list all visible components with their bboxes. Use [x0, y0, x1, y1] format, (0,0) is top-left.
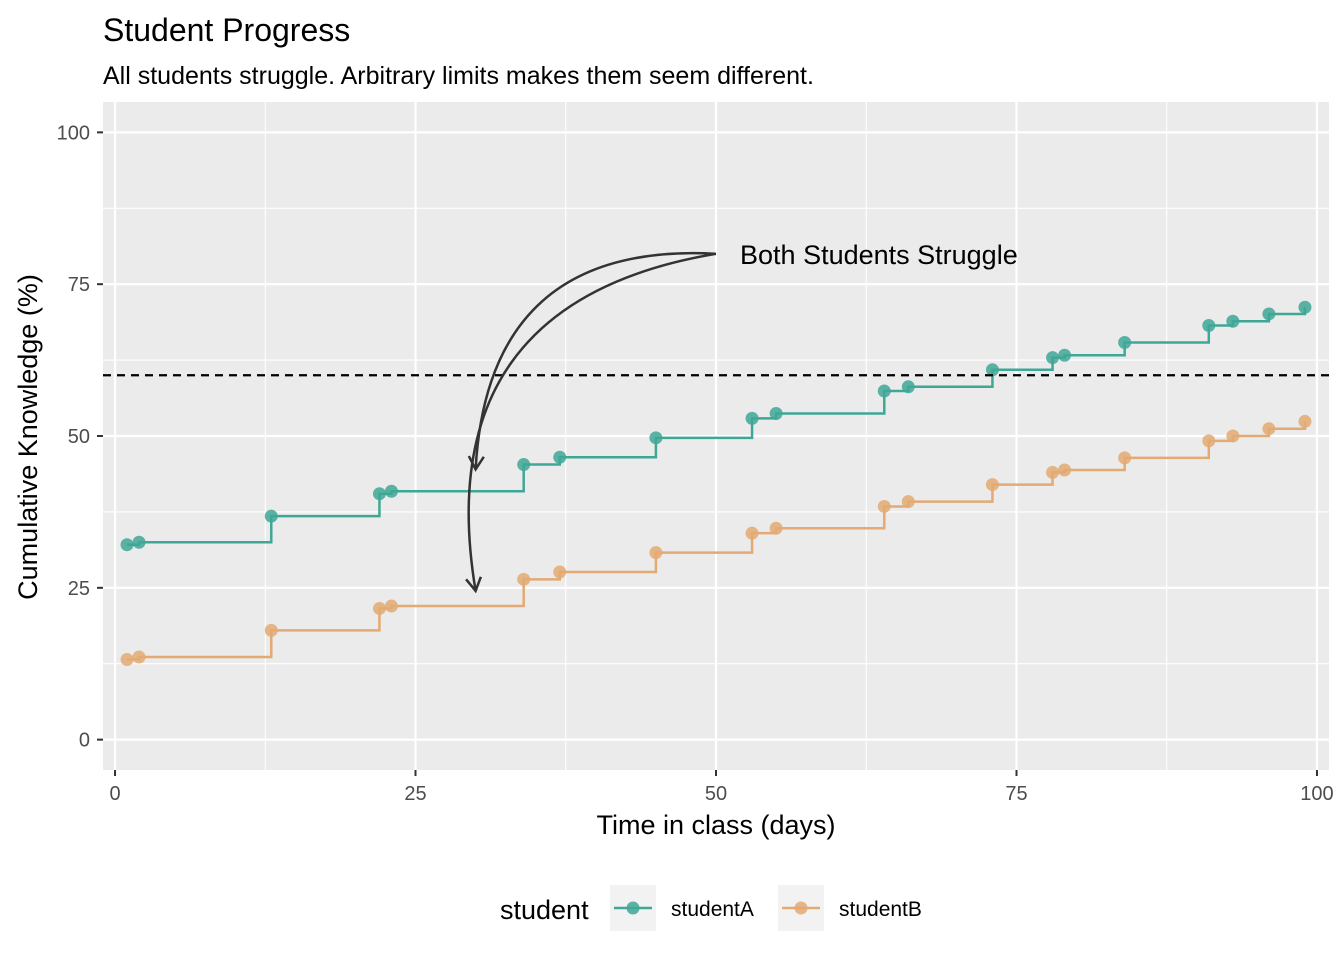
- data-point-studentB: [120, 652, 134, 666]
- x-tick-label: 0: [109, 783, 120, 805]
- data-point-studentB: [745, 526, 759, 540]
- y-tick-label: 75: [68, 274, 90, 296]
- y-tick-label: 50: [68, 426, 90, 448]
- data-point-studentA: [120, 538, 134, 552]
- data-point-studentA: [1118, 335, 1132, 349]
- data-point-studentA: [649, 431, 663, 445]
- x-tick-label: 50: [705, 783, 727, 805]
- data-point-studentB: [1046, 465, 1060, 479]
- data-point-studentA: [553, 450, 567, 464]
- data-point-studentB: [132, 650, 146, 664]
- x-tick-label: 100: [1300, 783, 1333, 805]
- data-point-studentA: [1058, 348, 1072, 362]
- data-point-studentA: [1226, 314, 1240, 328]
- y-tick-label: 0: [79, 730, 90, 752]
- data-point-studentB: [1058, 463, 1072, 477]
- data-point-studentA: [1262, 307, 1276, 321]
- data-point-studentB: [901, 495, 915, 509]
- x-axis-title: Time in class (days): [596, 810, 835, 840]
- data-point-studentB: [769, 521, 783, 535]
- legend-label-studentB: studentB: [839, 898, 922, 921]
- data-point-studentA: [1046, 351, 1060, 365]
- data-point-studentA: [1298, 300, 1312, 314]
- data-point-studentA: [372, 487, 386, 501]
- data-point-studentB: [553, 565, 567, 579]
- data-point-studentB: [1202, 434, 1216, 448]
- chart-subtitle: All students struggle. Arbitrary limits …: [103, 62, 814, 90]
- x-tick-label: 25: [404, 783, 426, 805]
- data-point-studentB: [372, 601, 386, 615]
- y-axis-title: Cumulative Knowledge (%): [13, 274, 43, 600]
- data-point-studentA: [132, 535, 146, 549]
- y-tick-label: 100: [57, 122, 90, 144]
- data-point-studentB: [517, 572, 531, 586]
- data-point-studentB: [877, 499, 891, 513]
- chart-title: Student Progress: [103, 12, 350, 48]
- data-point-studentA: [901, 380, 915, 394]
- annotation-text: Both Students Struggle: [740, 240, 1018, 270]
- data-point-studentB: [1262, 422, 1276, 436]
- legend-key-point: [794, 901, 808, 915]
- data-point-studentA: [1202, 318, 1216, 332]
- data-point-studentA: [517, 458, 531, 472]
- legend-keys: studentA studentB: [610, 885, 922, 931]
- data-point-studentB: [384, 599, 398, 613]
- legend-title: student: [500, 895, 589, 925]
- annotation-arrow: [467, 252, 717, 592]
- grid-major: [103, 102, 1329, 770]
- y-tick-label: 25: [68, 578, 90, 600]
- data-point-studentB: [1226, 429, 1240, 443]
- data-point-studentB: [649, 546, 663, 560]
- data-point-studentA: [985, 363, 999, 377]
- legend: student studentA studentB: [500, 885, 922, 931]
- data-point-studentA: [769, 407, 783, 421]
- x-tick-label: 75: [1005, 783, 1027, 805]
- data-point-studentB: [1118, 451, 1132, 465]
- data-point-studentA: [877, 384, 891, 398]
- annotation-arrow: [474, 251, 717, 470]
- data-point-studentA: [264, 509, 278, 523]
- axis-ticks: 0 25 50 75 100 0 25 50 75 100: [57, 122, 1334, 805]
- series-layer: [120, 300, 1312, 666]
- data-point-studentA: [745, 411, 759, 425]
- legend-label-studentA: studentA: [671, 898, 754, 921]
- data-point-studentB: [985, 478, 999, 492]
- data-point-studentB: [264, 623, 278, 637]
- annotation-layer: [465, 251, 717, 594]
- data-point-studentB: [1298, 414, 1312, 428]
- data-point-studentA: [384, 484, 398, 498]
- annotation-arrowhead: [467, 455, 485, 472]
- legend-key-point: [626, 901, 640, 915]
- annotation-arrowhead: [465, 576, 483, 594]
